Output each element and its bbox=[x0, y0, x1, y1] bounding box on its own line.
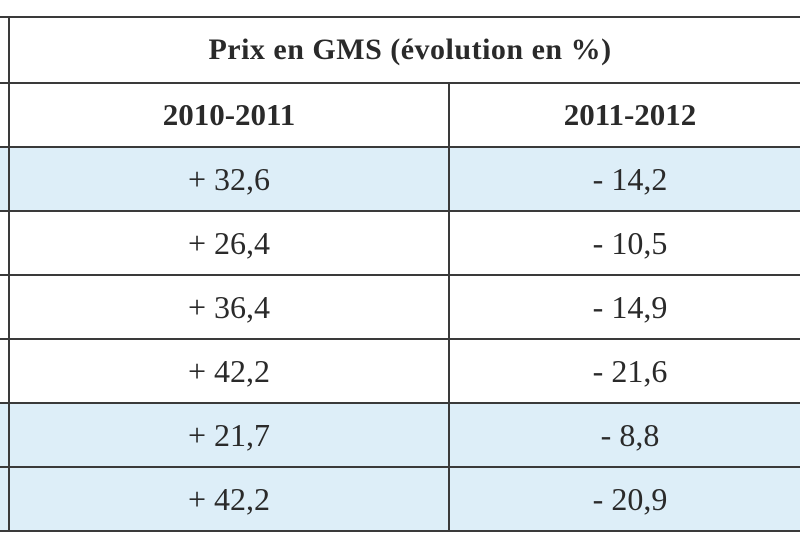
table-row: + 42,2- 21,6 bbox=[0, 338, 800, 404]
column-header-2010-2011: 2010-2011 bbox=[8, 82, 450, 148]
cell-2010-2011: + 42,2 bbox=[8, 338, 450, 404]
cell-2011-2012: - 20,9 bbox=[447, 466, 800, 532]
cell-2010-2011: + 32,6 bbox=[8, 146, 450, 212]
table-row: + 26,4- 10,5 bbox=[0, 210, 800, 276]
row-stub-cell bbox=[0, 466, 10, 532]
table-row: + 36,4- 14,9 bbox=[0, 274, 800, 340]
table-title: Prix en GMS (évolution en %) bbox=[7, 16, 800, 84]
cell-2011-2012: - 10,5 bbox=[447, 210, 800, 276]
table-row: + 21,7- 8,8 bbox=[0, 402, 800, 468]
cell-2011-2012: - 14,9 bbox=[447, 274, 800, 340]
table-row: + 32,6- 14,2 bbox=[0, 146, 800, 212]
cell-2010-2011: + 36,4 bbox=[8, 274, 450, 340]
table-body: + 32,6- 14,2 + 26,4- 10,5 + 36,4- 14,9 + 42… bbox=[0, 146, 800, 532]
cell-2011-2012: - 21,6 bbox=[447, 338, 800, 404]
cell-2010-2011: + 21,7 bbox=[8, 402, 450, 468]
row-stub-cell bbox=[0, 146, 10, 212]
header-row: 2010-2011 2011-2012 bbox=[0, 82, 800, 148]
table-row: + 42,2- 20,9 bbox=[0, 466, 800, 532]
cell-2010-2011: + 42,2 bbox=[8, 466, 450, 532]
price-evolution-table: Prix en GMS (évolution en %) 2010-2011 2… bbox=[0, 16, 800, 532]
title-row: Prix en GMS (évolution en %) bbox=[0, 16, 800, 84]
header-stub-cell bbox=[0, 82, 10, 148]
row-stub-cell bbox=[0, 402, 10, 468]
title-stub-cell bbox=[0, 16, 10, 84]
row-stub-cell bbox=[0, 338, 10, 404]
row-stub-cell bbox=[0, 210, 10, 276]
cell-2011-2012: - 14,2 bbox=[447, 146, 800, 212]
cell-2011-2012: - 8,8 bbox=[447, 402, 800, 468]
column-header-2011-2012: 2011-2012 bbox=[447, 82, 800, 148]
cell-2010-2011: + 26,4 bbox=[8, 210, 450, 276]
row-stub-cell bbox=[0, 274, 10, 340]
